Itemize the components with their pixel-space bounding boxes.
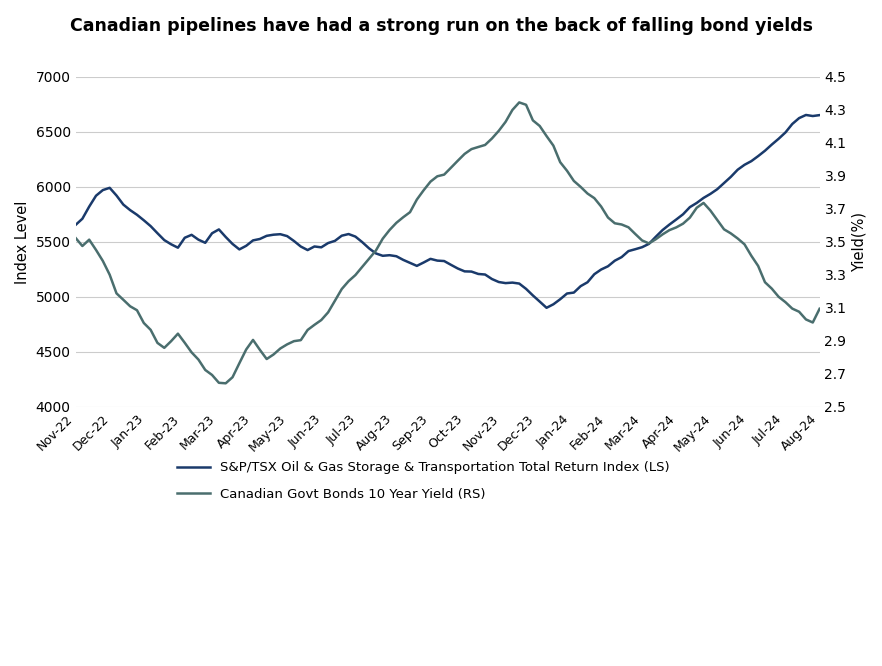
Canadian Govt Bonds 10 Year Yield (RS) xyxy=(418,186,429,194)
Canadian Govt Bonds 10 Year Yield (RS) xyxy=(781,298,791,306)
Canadian Govt Bonds 10 Year Yield (RS) xyxy=(439,170,450,178)
S&P/TSX Oil & Gas Storage & Transportation Total Return Index (LS) xyxy=(71,221,81,229)
Canadian Govt Bonds 10 Year Yield (RS) xyxy=(807,318,818,326)
S&P/TSX Oil & Gas Storage & Transportation Total Return Index (LS) xyxy=(288,237,299,245)
S&P/TSX Oil & Gas Storage & Transportation Total Return Index (LS) xyxy=(432,256,443,264)
Legend: Canadian Govt Bonds 10 Year Yield (RS): Canadian Govt Bonds 10 Year Yield (RS) xyxy=(171,482,491,506)
S&P/TSX Oil & Gas Storage & Transportation Total Return Index (LS) xyxy=(801,111,811,119)
Line: S&P/TSX Oil & Gas Storage & Transportation Total Return Index (LS): S&P/TSX Oil & Gas Storage & Transportati… xyxy=(76,115,819,308)
Line: Canadian Govt Bonds 10 Year Yield (RS): Canadian Govt Bonds 10 Year Yield (RS) xyxy=(76,103,819,384)
S&P/TSX Oil & Gas Storage & Transportation Total Return Index (LS) xyxy=(602,262,613,270)
S&P/TSX Oil & Gas Storage & Transportation Total Return Index (LS) xyxy=(542,304,552,312)
Text: Canadian pipelines have had a strong run on the back of falling bond yields: Canadian pipelines have had a strong run… xyxy=(70,17,812,35)
Canadian Govt Bonds 10 Year Yield (RS) xyxy=(71,234,81,242)
Canadian Govt Bonds 10 Year Yield (RS) xyxy=(220,380,231,388)
Canadian Govt Bonds 10 Year Yield (RS) xyxy=(609,219,620,227)
Canadian Govt Bonds 10 Year Yield (RS) xyxy=(295,336,306,344)
S&P/TSX Oil & Gas Storage & Transportation Total Return Index (LS) xyxy=(807,112,818,120)
S&P/TSX Oil & Gas Storage & Transportation Total Return Index (LS) xyxy=(412,262,422,270)
S&P/TSX Oil & Gas Storage & Transportation Total Return Index (LS) xyxy=(774,135,784,143)
Y-axis label: Index Level: Index Level xyxy=(15,200,30,284)
S&P/TSX Oil & Gas Storage & Transportation Total Return Index (LS) xyxy=(814,111,825,119)
Canadian Govt Bonds 10 Year Yield (RS) xyxy=(514,99,525,107)
Y-axis label: Yield(%): Yield(%) xyxy=(852,212,867,272)
Canadian Govt Bonds 10 Year Yield (RS) xyxy=(814,305,825,313)
